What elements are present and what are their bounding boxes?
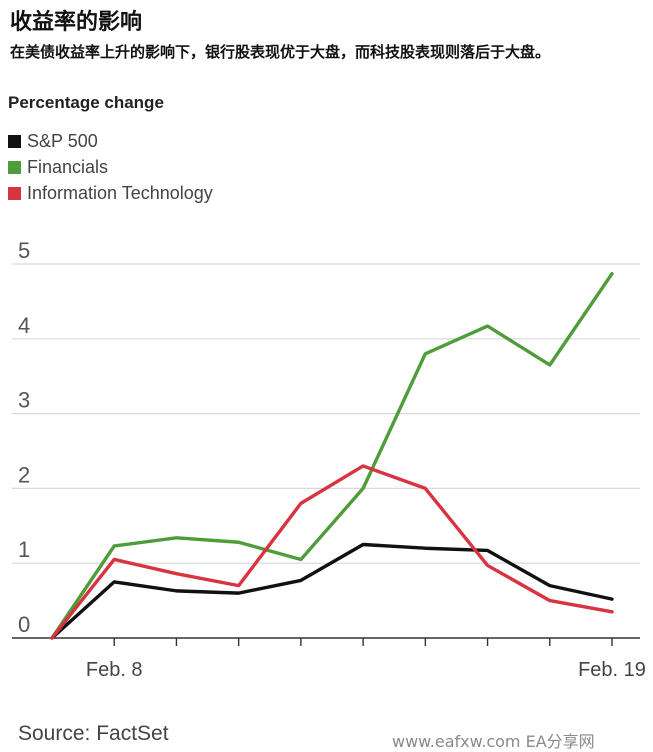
- legend-swatch-sp500: [8, 134, 21, 148]
- legend-label-information-technology: Information Technology: [27, 182, 213, 203]
- source-note: Source: FactSet: [18, 722, 169, 745]
- y-tick-label-5: 5: [18, 238, 30, 263]
- legend-swatch-information-technology: [8, 186, 21, 200]
- x-tick-label-1: Feb. 8: [86, 659, 143, 681]
- chart-title: 收益率的影响: [10, 10, 143, 35]
- series-line-sp500: [50, 542, 614, 640]
- legend-label-financials: Financials: [27, 156, 109, 177]
- legend: S&P 500 Financials Information Technolog…: [8, 128, 213, 206]
- y-tick-label-2: 2: [18, 462, 30, 487]
- y-tick-label-1: 1: [18, 537, 30, 562]
- series-line-information-technology: [50, 464, 614, 640]
- y-axis-unit-label: Percentage change: [8, 93, 164, 112]
- legend-swatch-financials: [8, 160, 21, 174]
- x-tick-label-9: Feb. 19: [578, 659, 646, 681]
- chart-subtitle: 在美债收益率上升的影响下，银行股表现优于大盘，而科技股表现则落后于大盘。: [10, 43, 551, 61]
- y-tick-label-0: 0: [18, 612, 30, 637]
- legend-label-sp500: S&P 500: [27, 130, 98, 151]
- site-watermark: www.eafxw.com EA分享网: [392, 732, 595, 751]
- legend-item-information-technology: Information Technology: [8, 180, 213, 206]
- series-line-financials: [50, 272, 614, 640]
- y-tick-label-3: 3: [18, 388, 30, 413]
- legend-item-sp500: S&P 500: [8, 128, 213, 154]
- legend-item-financials: Financials: [8, 154, 213, 180]
- y-tick-label-4: 4: [18, 313, 30, 338]
